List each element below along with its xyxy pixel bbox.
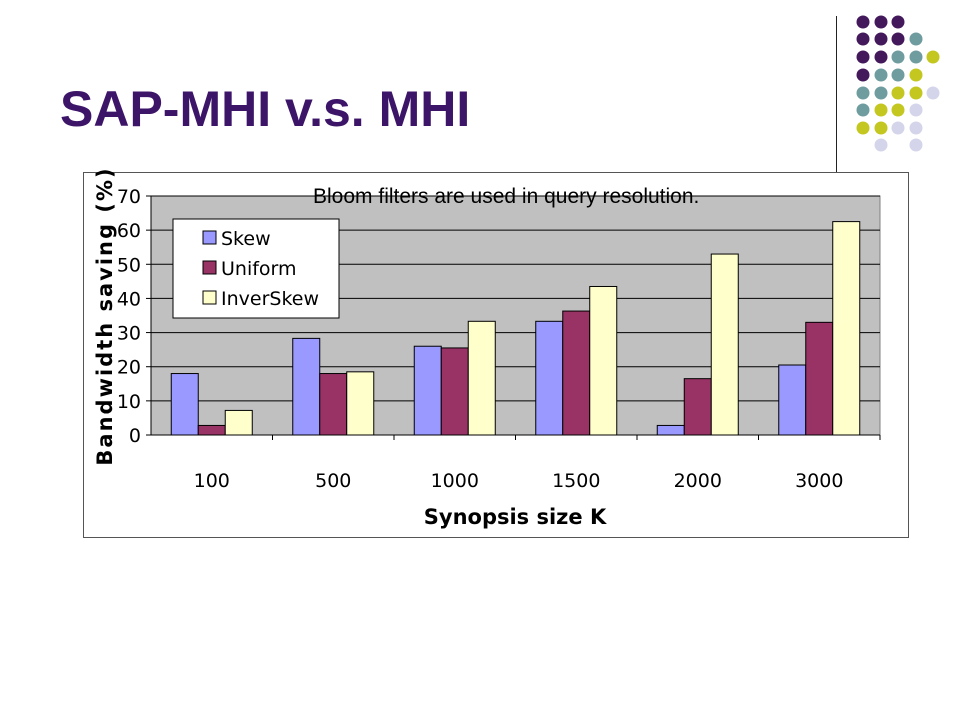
y-axis-title: Bandwidth saving (%) [93,166,117,465]
bar-uniform [683,378,712,436]
legend-label-skew: Skew [221,228,271,250]
legend-swatch-uniform [202,260,217,275]
x-tick-label: 100 [194,470,230,492]
x-tick-label: 2000 [674,470,722,492]
y-tick-label: 20 [117,357,141,379]
legend-box [172,218,340,319]
y-tick-label: 50 [117,254,141,276]
y-tick-label: 30 [117,323,141,345]
bar-skew [170,373,199,436]
y-tick-label: 60 [117,220,141,242]
bar-skew [535,320,564,436]
slide-title: SAP-MHI v.s. MHI [60,81,471,137]
bar-chart: 0 10 20 30 40 50 60 70 100 500 1000 1500 2000 3000 Syn… [93,166,881,529]
legend-label-inverskew: InverSkew [221,288,319,310]
bar-inverskew [710,253,739,436]
bar-inverskew [346,371,375,436]
x-tick-label: 1500 [552,470,600,492]
chart-subtitle: Bloom filters are used in query resoluti… [313,185,700,208]
y-tick-label: 0 [129,425,141,447]
bar-skew [778,364,807,436]
bar-inverskew [832,221,861,436]
x-tick-label: 500 [315,470,351,492]
legend-label-uniform: Uniform [221,258,297,280]
legend-swatch-inverskew [202,290,217,305]
y-tick-label: 40 [117,288,141,310]
y-tick-label: 70 [117,186,141,208]
bar-inverskew [224,409,253,436]
decorative-divider-line [836,16,837,174]
y-tick-label: 10 [117,391,141,413]
bar-uniform [319,373,348,436]
bar-skew [292,337,321,436]
bar-skew [656,424,685,436]
bar-skew [413,345,442,436]
bar-uniform [562,310,591,436]
bar-uniform [440,347,469,436]
bar-inverskew [589,285,618,436]
bar-uniform [805,321,834,436]
x-tick-label: 3000 [795,470,843,492]
legend-swatch-skew [202,230,217,245]
x-axis-title: Synopsis size K [424,505,607,529]
x-tick-label: 1000 [431,470,479,492]
bar-inverskew [467,320,496,436]
bar-uniform [197,424,226,436]
